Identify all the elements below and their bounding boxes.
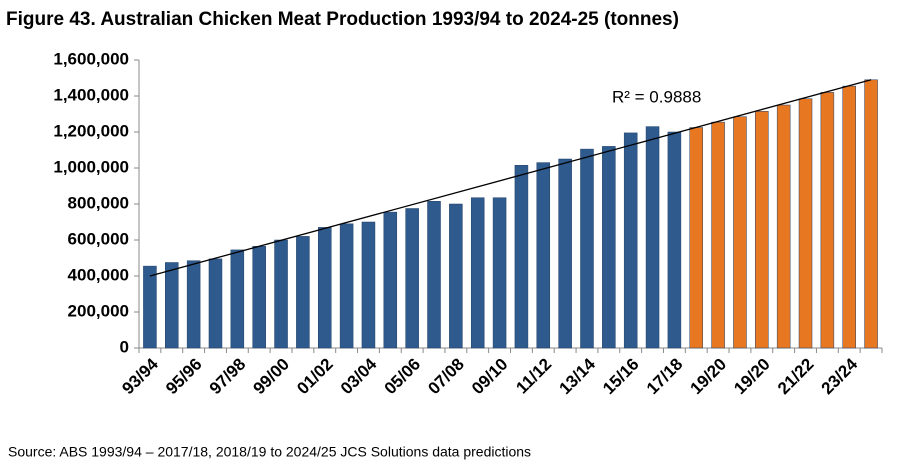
- bar: [623, 132, 638, 349]
- y-tick-label: 800,000: [68, 193, 129, 212]
- bar: [602, 146, 616, 349]
- bar: [492, 197, 507, 349]
- bar: [536, 162, 551, 349]
- y-tick-label: 200,000: [68, 301, 129, 320]
- bar: [383, 211, 398, 349]
- x-tick-label: 11/12: [512, 355, 555, 398]
- x-tick-label: 93/94: [118, 354, 162, 398]
- y-tick-label: 1,400,000: [53, 85, 129, 104]
- x-tick-label: 15/16: [599, 355, 643, 399]
- bar: [186, 260, 201, 349]
- bar: [296, 236, 310, 349]
- bar: [274, 239, 288, 349]
- bar: [339, 223, 354, 349]
- x-tick-label: 97/98: [206, 355, 250, 399]
- chart-title: Figure 43. Australian Chicken Meat Produ…: [6, 9, 679, 30]
- bar: [361, 221, 376, 349]
- bar: [318, 227, 332, 349]
- bar: [798, 98, 813, 349]
- bar: [776, 104, 791, 349]
- bar: [733, 116, 747, 349]
- bar: [165, 262, 179, 349]
- x-tick-label: 01/02: [293, 355, 337, 399]
- x-tick-label: 21/22: [774, 355, 818, 399]
- bar: [470, 197, 485, 349]
- bar: [558, 158, 572, 349]
- bar: [667, 131, 682, 349]
- y-tick-label: 400,000: [68, 265, 129, 284]
- bar: [842, 85, 856, 349]
- bar: [230, 249, 245, 349]
- bar: [514, 165, 529, 349]
- x-tick-label: 95/96: [162, 355, 206, 399]
- bar: [143, 265, 157, 349]
- y-tick-label: 0: [120, 337, 129, 356]
- x-tick-label: 23/24: [818, 354, 862, 398]
- bar: [755, 111, 769, 349]
- x-tick-label: 07/08: [424, 355, 468, 399]
- annotation: R² = 0.9888: [612, 87, 701, 106]
- bar: [580, 148, 594, 349]
- trendline: [149, 79, 872, 277]
- bar: [864, 79, 878, 349]
- x-tick-label: 19/20: [730, 355, 774, 399]
- bar: [689, 127, 703, 349]
- x-tick-label: 13/14: [555, 354, 599, 398]
- y-tick-label: 1,000,000: [53, 157, 129, 176]
- bar: [449, 203, 463, 349]
- x-tick-label: 19/20: [687, 355, 731, 399]
- bar: [645, 126, 660, 349]
- y-tick-label: 600,000: [68, 229, 129, 248]
- x-tick-label: 99/00: [250, 355, 294, 399]
- bar: [405, 208, 419, 349]
- bar: [427, 201, 441, 349]
- x-tick-label: 03/04: [337, 354, 381, 398]
- bar: [711, 121, 725, 349]
- x-tick-label: 17/18: [643, 355, 687, 399]
- source-note: Source: ABS 1993/94 – 2017/18, 2018/19 t…: [8, 444, 531, 460]
- bar: [252, 246, 266, 349]
- y-tick-label: 1,200,000: [53, 121, 129, 140]
- y-tick-label: 1,600,000: [53, 49, 129, 68]
- bar: [208, 258, 223, 349]
- bar: [820, 92, 835, 349]
- x-tick-label: 09/10: [468, 355, 512, 399]
- x-tick-label: 05/06: [381, 355, 425, 399]
